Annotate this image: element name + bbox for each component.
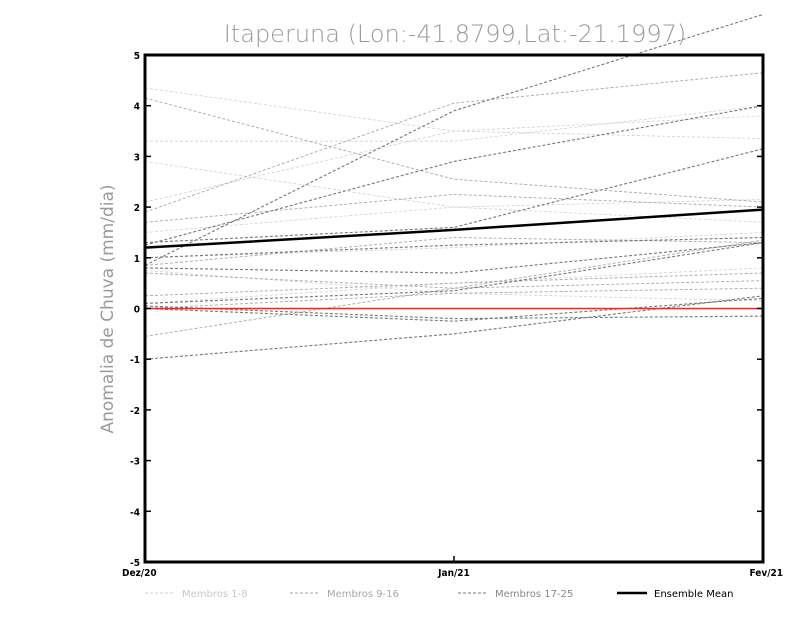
- series-line-member-23: [144, 297, 764, 322]
- series-line-member-15: [144, 280, 764, 337]
- legend-label: Membros 17-25: [495, 589, 573, 600]
- y-tick-label: 2: [134, 203, 140, 214]
- chart-title: Itaperuna (Lon:-41.8799,Lat:-21.1997): [224, 20, 687, 48]
- series-line-member-9: [144, 97, 764, 203]
- series-line-member-3: [144, 161, 764, 208]
- y-tick-label: -3: [130, 457, 140, 468]
- series-line-member-2: [144, 115, 764, 203]
- series-line-member-11: [144, 193, 764, 223]
- y-axis-label: Anomalia de Chuva (mm/dia): [98, 184, 118, 433]
- series-line-member-25: [144, 305, 764, 320]
- y-tick-label: -1: [130, 355, 140, 366]
- series-layer: [144, 13, 764, 360]
- y-tick-label: -4: [130, 507, 140, 518]
- series-line-member-14: [144, 272, 764, 297]
- series-line-member-12: [144, 237, 764, 266]
- x-tick-label: Fev/21: [749, 568, 783, 579]
- series-line-member-7: [144, 267, 764, 304]
- series-line-member-8: [145, 105, 764, 142]
- y-tick-label: 5: [134, 51, 140, 62]
- series-line-member-22: [144, 242, 764, 304]
- y-tick-label: -5: [130, 558, 140, 569]
- legend-label: Ensemble Mean: [654, 589, 733, 600]
- legend-label: Membros 9-16: [327, 589, 399, 600]
- series-line-member-19: [144, 148, 764, 244]
- legend-label: Membros 1-8: [182, 589, 248, 600]
- y-tick-label: -2: [130, 406, 140, 417]
- y-tick-label: 0: [134, 305, 140, 316]
- series-line-member-16: [144, 287, 764, 309]
- y-tick-label: 4: [134, 102, 140, 113]
- series-line-member-21: [144, 242, 764, 274]
- legend: Membros 1-8 Membros 9-16 Membros 17-25 Ense…: [145, 589, 733, 600]
- series-line-member-13: [144, 239, 764, 289]
- series-line-member-20: [144, 236, 764, 259]
- x-tick-label: Dez/20: [122, 568, 157, 579]
- plot-frame: [143, 53, 765, 564]
- ensemble-mean-line: [144, 208, 764, 249]
- series-line-member-6: [144, 270, 764, 302]
- series-line-member-10: [144, 72, 764, 213]
- y-tick-label: 3: [134, 152, 140, 163]
- series-line-member-18: [144, 105, 764, 246]
- series-line-member-17: [144, 13, 764, 266]
- series-line-member-5: [144, 232, 764, 259]
- y-tick-label: 1: [134, 254, 140, 265]
- x-tick-label: Jan/21: [437, 568, 470, 579]
